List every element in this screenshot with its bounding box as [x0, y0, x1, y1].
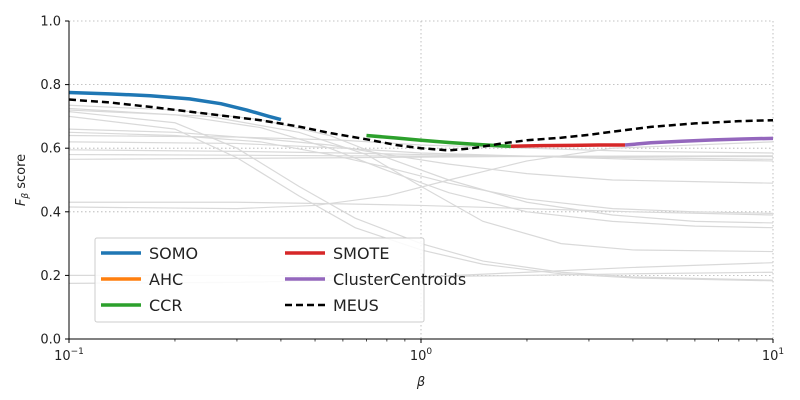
x-tick-label: 100 — [410, 347, 433, 364]
background-line-12 — [68, 109, 774, 253]
y-tick-label: 0.2 — [40, 269, 61, 284]
y-axis-label: Fβ score — [14, 154, 31, 206]
legend-label-smote: SMOTE — [333, 244, 389, 263]
legend-label-somo: SOMO — [149, 244, 198, 263]
legend-box — [94, 237, 425, 323]
series-line-smote — [510, 143, 626, 149]
axis-labels-layer: β Fβ score — [14, 154, 425, 390]
x-tick-label: 10−1 — [54, 347, 84, 364]
legend-label-meus: MEUS — [333, 296, 379, 315]
background-line-13 — [68, 141, 774, 210]
series-line-meus — [68, 98, 774, 152]
legend-label-ccr: CCR — [149, 296, 182, 315]
background-lines-layer — [68, 104, 774, 284]
x-tick-label: 101 — [762, 347, 784, 364]
y-tick-label: 0.8 — [40, 78, 61, 93]
background-line-8 — [68, 149, 774, 160]
background-line-5 — [68, 128, 774, 184]
legend-label-clustercentroids: ClusterCentroids — [333, 270, 466, 289]
series-layer — [68, 90, 774, 152]
legend-label-ahc: AHC — [149, 270, 183, 289]
background-line-6 — [68, 134, 774, 154]
background-line-7 — [68, 141, 774, 162]
ticks-layer: 0.0 0.2 0.4 0.6 0.8 1.0 10−1 100 101 — [40, 15, 784, 365]
background-line-2 — [68, 107, 774, 229]
series-line-somo — [68, 90, 282, 122]
x-axis-label: β — [416, 375, 425, 390]
background-line-10 — [68, 155, 774, 160]
y-tick-label: 0.0 — [40, 333, 61, 348]
series-line-ccr — [366, 133, 511, 149]
y-tick-label: 0.6 — [40, 142, 61, 157]
background-line-14 — [69, 201, 774, 216]
series-line-clustercentroids — [624, 136, 774, 147]
y-tick-label: 1.0 — [40, 15, 61, 30]
y-tick-label: 0.4 — [40, 205, 61, 220]
background-line-11 — [68, 131, 774, 214]
legend: SOMO AHC CCR SMOTE ClusterCentroids MEUS — [94, 237, 466, 323]
